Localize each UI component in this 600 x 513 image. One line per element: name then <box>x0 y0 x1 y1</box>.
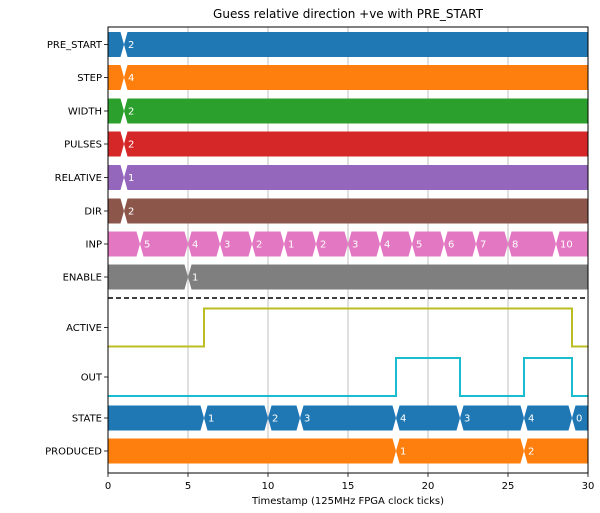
pulses-segment-1 <box>124 131 588 157</box>
state-segment-2 <box>268 405 300 431</box>
state-segment-0 <box>108 405 204 431</box>
produced-segment-1 <box>396 438 524 464</box>
signal-label-out: OUT <box>81 373 103 384</box>
enable-segment-1 <box>188 264 588 290</box>
width-segment-0 <box>108 98 124 124</box>
inp-value-0: 5 <box>144 240 150 251</box>
signal-label-state: STATE <box>72 414 102 425</box>
inp-value-4: 1 <box>288 240 294 251</box>
width-value-0: 2 <box>128 107 134 118</box>
produced-value-0: 1 <box>400 447 406 458</box>
state-value-6: 0 <box>576 414 582 425</box>
inp-value-11: 8 <box>512 240 518 251</box>
dir-segment-1 <box>124 198 588 224</box>
signal-label-produced: PRODUCED <box>45 447 102 458</box>
x-tick-label-0: 0 <box>105 481 111 492</box>
state-value-3: 4 <box>400 414 406 425</box>
inp-value-2: 3 <box>224 240 230 251</box>
state-segment-6 <box>524 405 572 431</box>
active-waveform <box>108 307 588 348</box>
pulses-value-0: 2 <box>128 140 134 151</box>
produced-value-1: 2 <box>528 447 534 458</box>
signal-layer: 2 4 2 2 1 2 5 4 3 2 1 2 3 4 5 6 7 8 10 1 1 2 3 4 3 4 0 1 2 <box>108 32 588 464</box>
inp-value-3: 2 <box>256 240 262 251</box>
signal-label-dir: DIR <box>84 207 102 218</box>
pre-start-value-0: 2 <box>128 40 134 51</box>
signal-label-step: STEP <box>77 73 102 84</box>
inp-value-7: 4 <box>384 240 390 251</box>
inp-segment-12 <box>508 231 556 257</box>
signal-label-pulses: PULSES <box>64 140 102 151</box>
inp-segment-3 <box>220 231 252 257</box>
state-segment-1 <box>204 405 268 431</box>
pre-start-segment-0 <box>108 32 124 57</box>
signal-label-relative: RELATIVE <box>55 173 102 184</box>
produced-segment-2 <box>524 438 588 464</box>
state-segment-4 <box>396 405 460 431</box>
step-segment-0 <box>108 65 124 90</box>
x-tick-label-10: 10 <box>262 481 275 492</box>
inp-value-6: 3 <box>352 240 358 251</box>
step-segment-1 <box>124 65 588 90</box>
inp-segment-6 <box>316 231 348 257</box>
axes-layer: 0 5 10 15 20 25 30PRE_STARTSTEPWIDTHPULSESRELA… <box>45 26 595 492</box>
pulses-segment-0 <box>108 131 124 157</box>
enable-value-0: 1 <box>192 273 198 284</box>
step-value-0: 4 <box>128 73 134 84</box>
chart-title: Guess relative direction +ve with PRE_ST… <box>213 7 484 21</box>
x-tick-label-15: 15 <box>342 481 355 492</box>
relative-segment-0 <box>108 165 124 190</box>
relative-value-0: 1 <box>128 173 134 184</box>
relative-segment-1 <box>124 165 588 190</box>
x-tick-label-25: 25 <box>502 481 515 492</box>
state-value-0: 1 <box>208 414 214 425</box>
dir-segment-0 <box>108 198 124 224</box>
inp-segment-7 <box>348 231 380 257</box>
inp-value-12: 10 <box>560 240 573 251</box>
x-tick-label-5: 5 <box>185 481 191 492</box>
inp-segment-5 <box>284 231 316 257</box>
inp-segment-2 <box>188 231 220 257</box>
signal-label-enable: ENABLE <box>63 273 102 284</box>
inp-segment-4 <box>252 231 284 257</box>
inp-value-5: 2 <box>320 240 326 251</box>
produced-segment-0 <box>108 438 396 464</box>
signal-label-pre-start: PRE_START <box>47 40 103 51</box>
inp-segment-9 <box>412 231 444 257</box>
state-value-2: 3 <box>304 414 310 425</box>
inp-segment-0 <box>108 231 140 257</box>
state-segment-7 <box>572 405 588 431</box>
signal-label-width: WIDTH <box>68 107 102 118</box>
state-value-5: 4 <box>528 414 534 425</box>
inp-value-9: 6 <box>448 240 454 251</box>
dir-value-0: 2 <box>128 207 134 218</box>
enable-segment-0 <box>108 264 188 290</box>
inp-segment-11 <box>476 231 508 257</box>
out-waveform <box>108 357 588 397</box>
signal-label-inp: INP <box>86 240 102 251</box>
x-tick-label-30: 30 <box>582 481 595 492</box>
x-axis-label: Timestamp (125MHz FPGA clock ticks) <box>251 496 444 507</box>
state-segment-3 <box>300 405 396 431</box>
signal-label-active: ACTIVE <box>66 323 102 334</box>
inp-segment-8 <box>380 231 412 257</box>
x-tick-label-20: 20 <box>422 481 435 492</box>
inp-value-8: 5 <box>416 240 422 251</box>
state-value-1: 2 <box>272 414 278 425</box>
inp-value-1: 4 <box>192 240 198 251</box>
pre-start-segment-1 <box>124 32 588 57</box>
state-value-4: 3 <box>464 414 470 425</box>
width-segment-1 <box>124 98 588 124</box>
inp-segment-1 <box>140 231 188 257</box>
inp-segment-10 <box>444 231 476 257</box>
state-segment-5 <box>460 405 524 431</box>
inp-value-10: 7 <box>480 240 486 251</box>
inp-segment-13 <box>556 231 588 257</box>
